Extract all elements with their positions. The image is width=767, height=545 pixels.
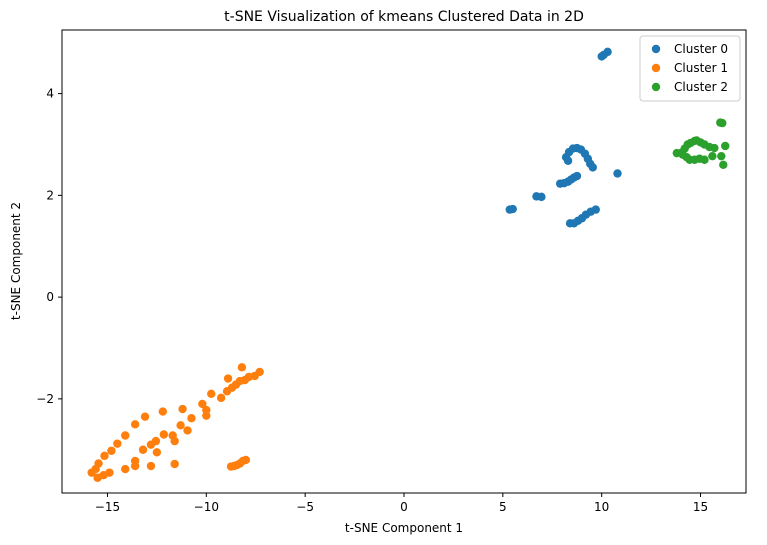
- point-cluster-2: [710, 143, 719, 153]
- point-cluster-2: [719, 160, 728, 170]
- point-cluster-0: [563, 156, 573, 165]
- x-tick-label: −5: [296, 500, 314, 514]
- point-cluster-1: [91, 464, 100, 474]
- point-cluster-1: [146, 440, 156, 449]
- point-cluster-1: [198, 399, 207, 409]
- y-tick-label: 2: [46, 188, 54, 202]
- plot-area: [62, 30, 746, 493]
- y-axis-title: t-SNE Component 2: [9, 202, 23, 320]
- point-cluster-2: [678, 150, 687, 159]
- chart-title: t-SNE Visualization of kmeans Clustered …: [224, 9, 584, 25]
- y-axis-ticks: −2 0 2 4: [36, 87, 62, 406]
- point-cluster-1: [223, 374, 233, 383]
- point-cluster-1: [146, 461, 156, 471]
- point-cluster-0: [588, 163, 597, 172]
- point-cluster-1: [100, 451, 109, 461]
- x-tick-label: 5: [499, 500, 507, 514]
- point-cluster-1: [207, 389, 216, 398]
- point-cluster-1: [178, 404, 187, 414]
- point-cluster-1: [159, 430, 169, 439]
- point-cluster-1: [93, 473, 102, 482]
- legend-box: [639, 35, 741, 102]
- point-cluster-1: [237, 363, 247, 372]
- point-cluster-0: [613, 169, 622, 178]
- point-cluster-1: [170, 459, 179, 469]
- x-tick-label: −10: [194, 500, 219, 514]
- point-cluster-1: [130, 461, 140, 471]
- point-cluster-2: [721, 141, 730, 151]
- legend-marker-cluster-1: [651, 63, 661, 73]
- legend-marker-cluster-2: [651, 82, 661, 92]
- point-cluster-1: [152, 448, 162, 457]
- legend-label: Cluster 2: [674, 80, 728, 94]
- point-cluster-1: [202, 411, 211, 420]
- point-cluster-2: [717, 151, 726, 161]
- point-cluster-1: [140, 412, 150, 421]
- point-cluster-0: [508, 204, 517, 214]
- point-cluster-1: [121, 431, 130, 440]
- point-cluster-1: [107, 446, 116, 455]
- point-cluster-0: [591, 205, 600, 214]
- point-cluster-1: [183, 426, 192, 435]
- y-tick-label: 0: [46, 290, 54, 304]
- point-cluster-2: [718, 118, 727, 128]
- point-cluster-0: [599, 50, 608, 60]
- legend-label: Cluster 0: [674, 42, 728, 56]
- x-tick-label: −15: [95, 500, 120, 514]
- point-cluster-0: [572, 171, 582, 181]
- point-cluster-1: [130, 420, 140, 429]
- point-cluster-2: [708, 151, 717, 161]
- y-tick-label: 4: [46, 87, 54, 101]
- x-tick-label: 0: [400, 500, 408, 514]
- x-tick-label: 15: [693, 500, 708, 514]
- point-cluster-1: [216, 393, 226, 403]
- point-cluster-1: [222, 387, 232, 396]
- point-cluster-1: [187, 414, 196, 423]
- legend-label: Cluster 1: [674, 61, 728, 75]
- point-cluster-1: [113, 439, 122, 448]
- legend: Cluster 0 Cluster 1 Cluster 2: [639, 35, 741, 102]
- x-tick-label: 10: [594, 500, 609, 514]
- point-cluster-1: [138, 445, 148, 454]
- data-points: [87, 47, 730, 482]
- point-cluster-0: [537, 192, 546, 202]
- point-cluster-1: [158, 407, 168, 416]
- point-cluster-1: [241, 455, 251, 465]
- x-axis-title: t-SNE Component 1: [345, 521, 463, 535]
- point-cluster-1: [170, 436, 179, 446]
- x-axis-ticks: −15 −10 −5 0 5 10 15: [95, 493, 708, 514]
- point-cluster-1: [121, 464, 130, 474]
- legend-marker-cluster-0: [651, 44, 661, 54]
- point-cluster-1: [176, 421, 185, 430]
- y-tick-label: −2: [36, 392, 54, 406]
